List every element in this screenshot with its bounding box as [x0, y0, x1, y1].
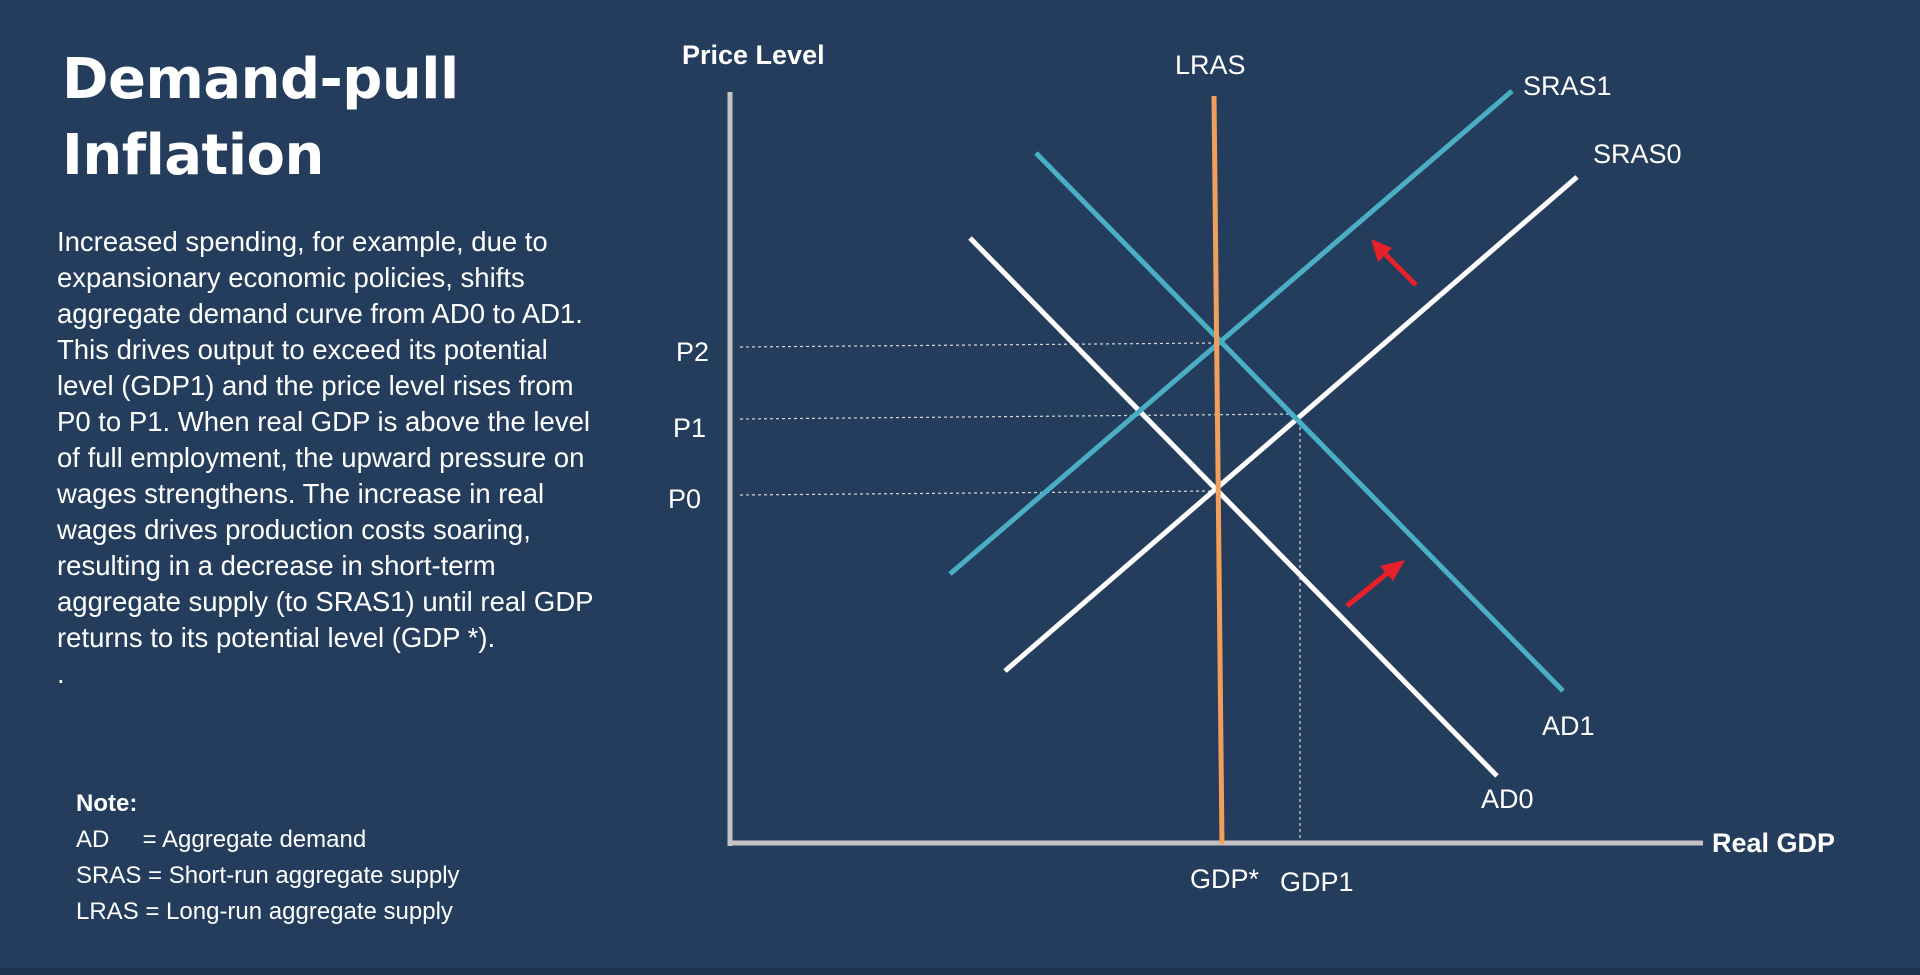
- gdp-star-label: GDP*: [1190, 864, 1260, 894]
- sras-shift-arrow: [1371, 239, 1418, 287]
- explanation-paragraph: Increased spending, for example, due to …: [57, 226, 594, 653]
- p1-guide-line: [739, 413, 1297, 420]
- ad0-label: AD0: [1481, 784, 1534, 814]
- p2-label: P2: [676, 337, 709, 367]
- note-legend: Note: AD = Aggregate demand SRAS = Short…: [76, 786, 460, 930]
- p1-label: P1: [673, 413, 706, 443]
- gdp1-label: GDP1: [1280, 867, 1354, 897]
- ad0-curve: [968, 236, 1499, 778]
- p2-guide-line: [739, 342, 1216, 348]
- bottom-strip: [0, 968, 1920, 975]
- note-title: Note:: [76, 790, 138, 817]
- sras1-curve: [948, 89, 1514, 576]
- x-axis-label: Real GDP: [1712, 828, 1835, 858]
- sras0-label: SRAS0: [1593, 139, 1682, 169]
- title-line-1: Demand-pull: [62, 47, 459, 112]
- explanation-text: Increased spending, for example, due to …: [57, 224, 602, 692]
- ad1-label: AD1: [1542, 711, 1595, 741]
- trailing-dot: .: [57, 658, 65, 689]
- note-row-sras: SRAS = Short-run aggregate supply: [76, 862, 460, 889]
- ad-shift-arrow: [1345, 560, 1405, 608]
- p0-guide-line: [739, 490, 1216, 496]
- p0-label: P0: [668, 484, 701, 514]
- lras-label: LRAS: [1175, 50, 1246, 80]
- lras-curve: [1211, 95, 1225, 845]
- title-line-2: Inflation: [62, 123, 324, 188]
- note-row-lras: LRAS = Long-run aggregate supply: [76, 898, 453, 925]
- ad1-curve: [1034, 151, 1565, 693]
- sras0-curve: [1003, 175, 1579, 673]
- sras1-label: SRAS1: [1523, 71, 1612, 101]
- slide-title: Demand-pull Inflation: [62, 42, 459, 194]
- note-row-ad: AD = Aggregate demand: [76, 826, 367, 853]
- y-axis-label: Price Level: [682, 40, 825, 70]
